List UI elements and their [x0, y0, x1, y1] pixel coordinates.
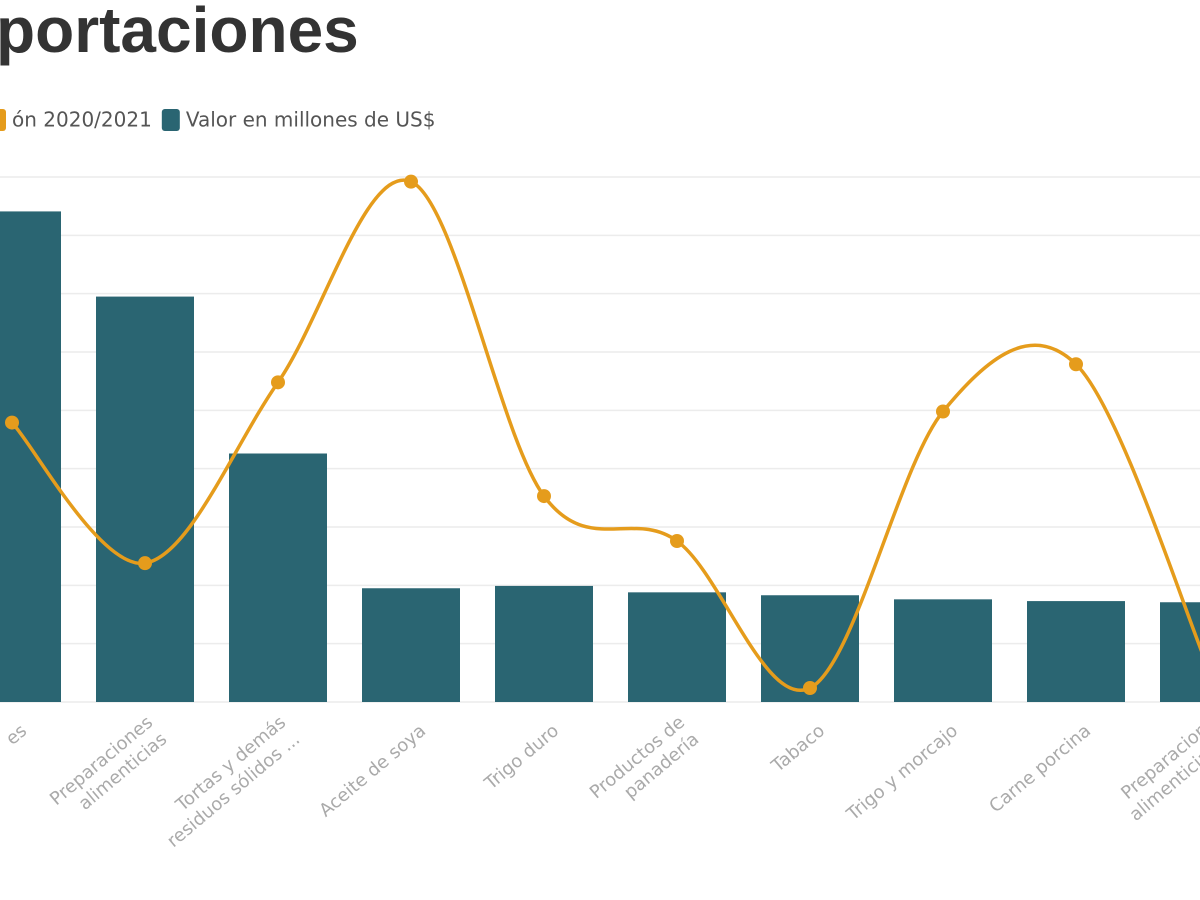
point: [404, 174, 418, 189]
line: [10, 178, 1200, 692]
bar: [1160, 602, 1200, 702]
bar: [495, 585, 593, 702]
point: [936, 404, 950, 419]
point: [537, 489, 551, 504]
x-tick-label: Aceite de soya: [315, 720, 430, 821]
bar: [0, 211, 61, 702]
point: [1069, 357, 1083, 372]
legend-label: Valor en millones de US$: [186, 108, 436, 132]
x-tick-label: Trigo y morcajo: [842, 720, 962, 825]
chart-title: portaciones: [0, 0, 359, 66]
x-tick-label: Tabaco: [767, 720, 829, 777]
bar: [894, 599, 992, 702]
bar: [1027, 601, 1125, 702]
legend-swatch: [0, 109, 6, 131]
point: [5, 415, 19, 430]
x-tick-label: Trigo duro: [480, 720, 563, 794]
bar: [96, 296, 194, 702]
legend-label: ón 2020/2021: [12, 108, 152, 132]
bar: [362, 588, 460, 702]
bar: [229, 453, 327, 702]
x-tick-label: es: [2, 720, 31, 749]
x-tick-label-line: Trigo duro: [480, 720, 563, 794]
point: [138, 556, 152, 571]
point: [803, 681, 817, 695]
point: [670, 534, 684, 548]
x-tick-label-line: Carne porcina: [985, 720, 1095, 817]
bar: [628, 592, 726, 702]
legend-swatch: [161, 109, 180, 131]
point: [271, 375, 285, 390]
x-tick-label-line: Trigo y morcajo: [842, 720, 962, 825]
x-tick-label-line: Tabaco: [767, 720, 829, 777]
x-tick-label-line: es: [2, 720, 31, 749]
x-tick-label-line: Aceite de soya: [315, 720, 430, 821]
x-tick-label: Carne porcina: [985, 720, 1095, 817]
